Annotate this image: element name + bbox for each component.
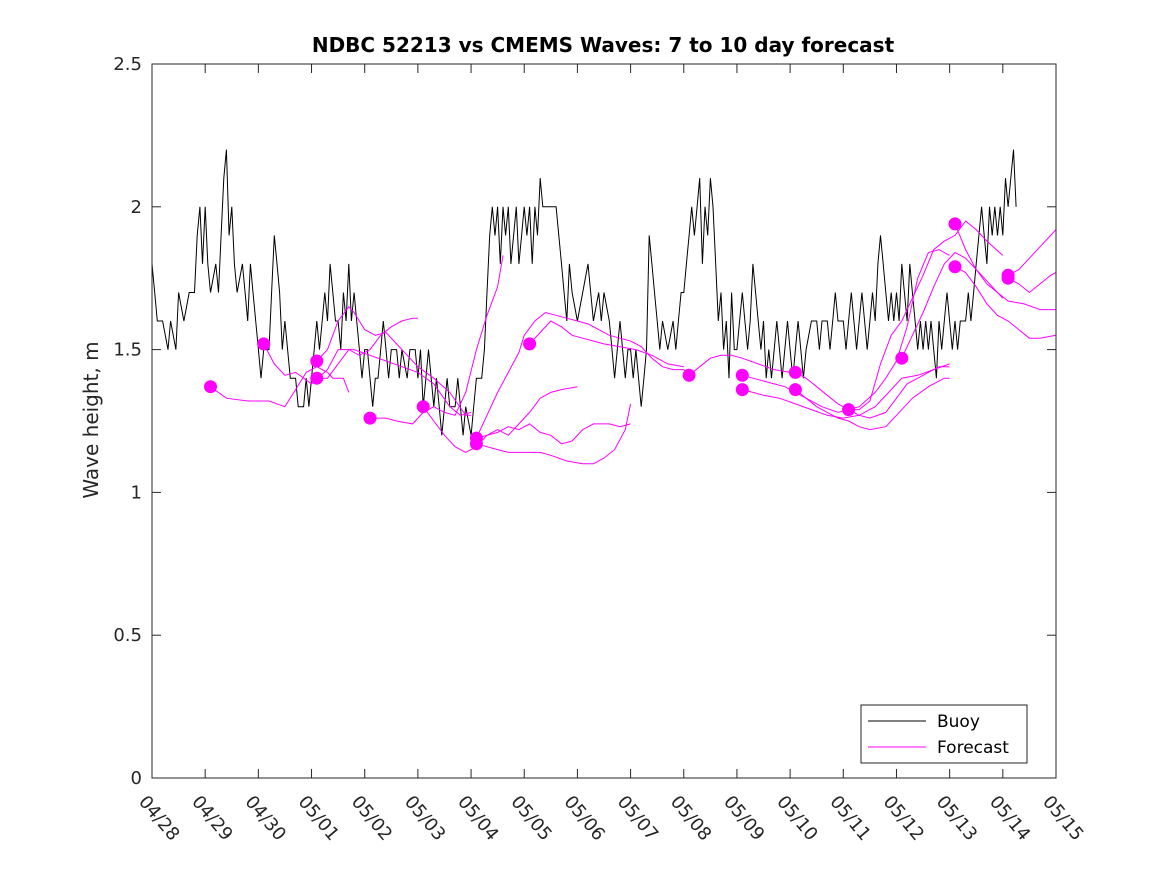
forecast-start-marker-15: [895, 351, 909, 365]
forecast-line-20: [1007, 229, 1057, 276]
forecast-line-16: [848, 220, 1004, 411]
x-tick-label-1: 04/29: [187, 792, 236, 845]
forecast-line-19: [954, 266, 1057, 339]
forecast-start-marker-10: [735, 368, 749, 382]
x-tick-label-9: 05/07: [613, 792, 662, 845]
forecast-line-21: [1007, 272, 1057, 294]
legend-box: [860, 704, 1028, 764]
forecast-line-2: [263, 343, 472, 416]
forecast-start-marker-9: [682, 368, 696, 382]
forecast-line-8: [476, 403, 632, 465]
forecast-line-5: [370, 255, 504, 425]
x-tick-label-13: 05/11: [825, 792, 874, 845]
y-axis-label: Wave height, m: [79, 341, 103, 498]
y-tick-label-5: 2.5: [113, 54, 142, 75]
forecast-line-4: [316, 317, 418, 379]
buoy-line: [151, 149, 1017, 436]
forecast-line-14: [795, 366, 950, 419]
x-tick-label-16: 05/14: [985, 792, 1034, 845]
y-tick-label-0: 0: [131, 768, 142, 789]
forecast-line-13: [742, 363, 950, 419]
forecast-line-3: [316, 306, 472, 416]
legend: Buoy Forecast: [860, 704, 1028, 764]
forecast-line-10: [529, 320, 684, 368]
x-tick-label-12: 05/10: [772, 792, 821, 845]
axes-frame: [151, 63, 1057, 779]
forecast-start-marker-17: [948, 260, 962, 274]
y-tick-label-4: 2: [131, 197, 142, 218]
forecast-start-marker-0: [204, 380, 217, 394]
forecast-line-7: [476, 423, 631, 445]
forecast-start-marker-2: [310, 354, 324, 368]
x-tick-label-5: 05/03: [400, 792, 449, 845]
forecast-start-marker-8: [523, 337, 537, 351]
forecast-line-15: [795, 377, 950, 431]
legend-forecast-label: Forecast: [937, 738, 1009, 758]
forecast-start-marker-7: [469, 437, 483, 451]
forecast-start-marker-16: [948, 217, 962, 231]
x-tick-label-8: 05/06: [560, 792, 609, 845]
x-tick-label-14: 05/12: [879, 792, 928, 845]
forecast-start-marker-11: [735, 383, 749, 397]
x-tick-label-10: 05/08: [666, 792, 715, 845]
x-tick-label-4: 05/02: [347, 792, 396, 845]
x-tick-label-7: 05/05: [506, 792, 555, 845]
forecast-line-18: [954, 223, 1004, 299]
y-tick-label-3: 1.5: [113, 340, 142, 361]
y-tick-label-1: 0.5: [113, 625, 142, 646]
x-tick-label-0: 04/28: [134, 792, 183, 845]
forecast-start-marker-13: [788, 383, 802, 397]
x-tick-label-6: 05/04: [453, 792, 502, 845]
x-tick-label-15: 05/13: [932, 792, 981, 845]
forecast-start-marker-14: [842, 403, 856, 417]
series-layer: [151, 149, 1057, 465]
forecast-start-marker-1: [257, 337, 271, 351]
forecast-start-marker-4: [363, 411, 377, 425]
forecast-line-12: [742, 249, 950, 413]
forecast-start-marker-12: [788, 365, 802, 379]
marker-layer: [204, 217, 1015, 451]
x-tick-label-17: 05/15: [1038, 792, 1087, 845]
forecast-start-marker-3: [310, 371, 324, 385]
chart-title: NDBC 52213 vs CMEMS Waves: 7 to 10 day f…: [312, 33, 895, 57]
forecast-line-6: [422, 386, 578, 453]
forecast-start-marker-5: [416, 400, 430, 414]
forecast-start-marker-19: [1001, 271, 1015, 285]
forecast-line-17: [901, 251, 1056, 359]
x-tick-label-3: 05/01: [294, 792, 343, 845]
forecast-line-9: [475, 311, 631, 439]
y-tick-label-2: 1: [131, 482, 142, 503]
forecast-line-11: [630, 340, 791, 376]
x-tick-label-11: 05/09: [719, 792, 768, 845]
legend-buoy-label: Buoy: [937, 712, 980, 732]
x-tick-label-2: 04/30: [241, 792, 290, 845]
forecast-line-1: [210, 366, 350, 408]
